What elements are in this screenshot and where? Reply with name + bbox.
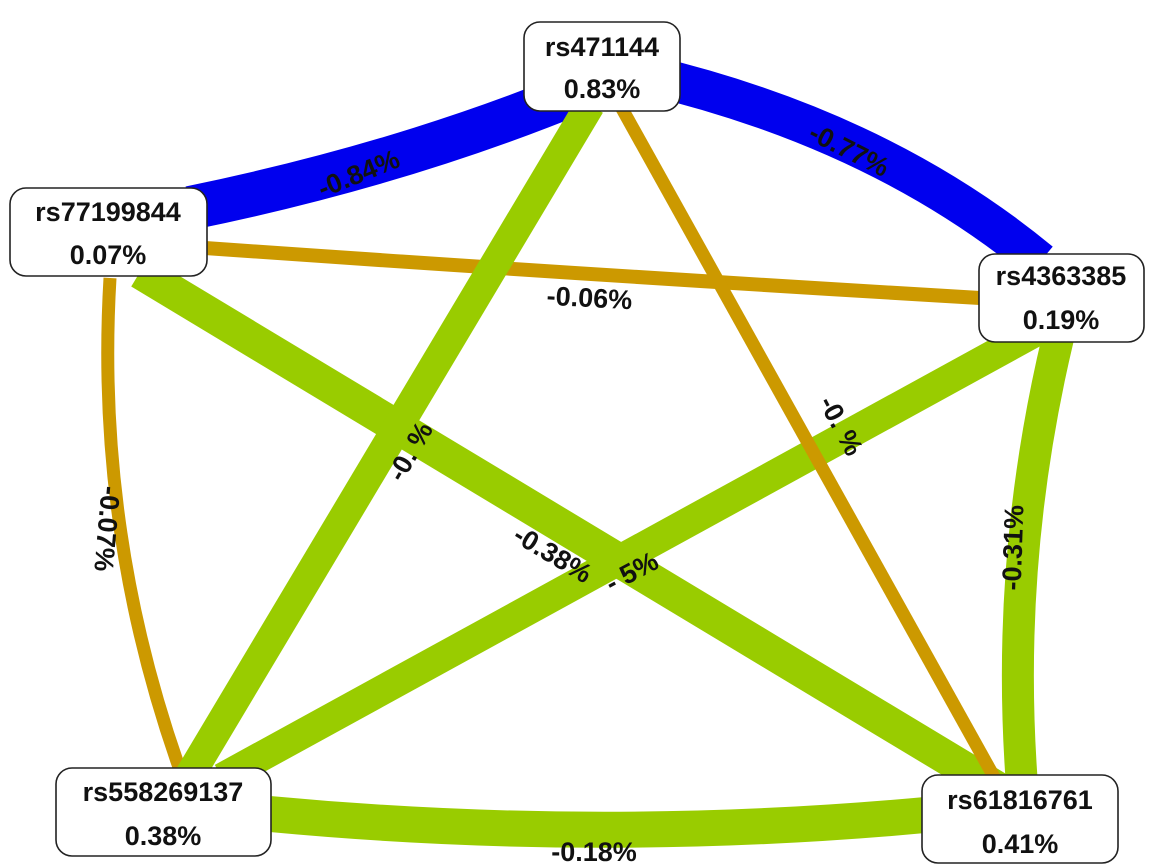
- node-rs61816761[interactable]: rs61816761 0.41%: [921, 774, 1119, 864]
- edge-rs77199844-rs61816761: [131, 257, 1009, 805]
- edge-rs77199844-rs558269137: [101, 277, 187, 773]
- node-value: 0.41%: [982, 829, 1059, 859]
- edge-rs471144-rs4363385: [643, 55, 1053, 278]
- edge-label-rs77199844-rs4363385: -0.06%: [546, 281, 633, 315]
- edge-label-rs558269137-rs61816761: -0.18%: [551, 837, 637, 864]
- edge-label-rs4363385-rs61816761: -0.31%: [997, 504, 1030, 591]
- node-value: 0.83%: [564, 74, 641, 104]
- node-rs4363385[interactable]: rs4363385 0.19%: [978, 253, 1145, 343]
- node-rs77199844[interactable]: rs77199844 0.07%: [9, 187, 208, 277]
- edge-rs77199844-rs4363385: [204, 241, 981, 305]
- node-name: rs77199844: [35, 197, 181, 227]
- node-rs471144[interactable]: rs471144 0.83%: [523, 21, 681, 112]
- node-value: 0.07%: [70, 240, 147, 270]
- edge-rs471144-rs61816761: [614, 101, 1009, 797]
- edges-layer: [101, 55, 1074, 848]
- node-name: rs4363385: [996, 261, 1127, 291]
- nodes-layer: rs471144 0.83% rs77199844 0.07% rs436338…: [9, 21, 1145, 864]
- edge-rs558269137-rs61816761: [268, 796, 927, 848]
- edge-rs4363385-rs61816761: [1001, 334, 1074, 787]
- node-name: rs558269137: [83, 777, 244, 807]
- node-name: rs471144: [545, 32, 659, 62]
- edge-label-rs77199844-rs558269137: -0.07%: [88, 485, 125, 573]
- edge-labels-layer: -0.84% -0.77% -0.06% -0.07% -0.31% -0.18…: [88, 117, 1029, 864]
- node-name: rs61816761: [947, 785, 1093, 815]
- node-value: 0.19%: [1023, 305, 1100, 335]
- edge-rs4363385-rs558269137: [214, 318, 1043, 792]
- node-rs558269137[interactable]: rs558269137 0.38%: [55, 767, 272, 857]
- edge-rs471144-rs558269137: [177, 97, 603, 783]
- node-value: 0.38%: [125, 821, 202, 851]
- edge-rs471144-rs77199844: [185, 71, 587, 230]
